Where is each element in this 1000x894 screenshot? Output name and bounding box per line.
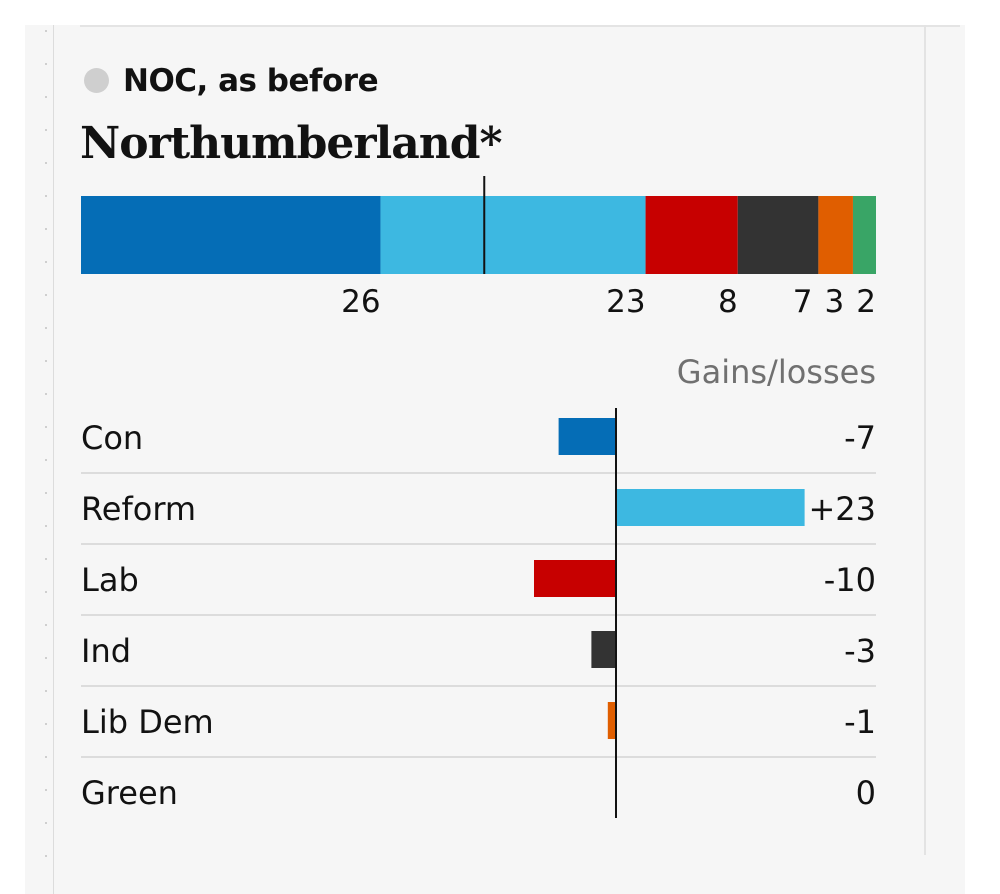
seats-segment-con (81, 196, 381, 274)
change-value-con: -7 (844, 419, 876, 457)
card-left-rule (53, 25, 54, 894)
change-value-green: 0 (856, 774, 876, 812)
council-title: Northumberland* (80, 118, 503, 169)
seats-segment-green (852, 196, 876, 274)
seats-label-green: 2 (856, 284, 876, 320)
party-label-green: Green (81, 774, 178, 812)
party-label-lib-dem: Lib Dem (81, 703, 214, 741)
seats-label-ind: 7 (793, 284, 813, 320)
gains-losses-rows: Con -7 Reform +23 Lab -10 Ind -3 Lib Dem -1 Green 0 (81, 418, 876, 812)
seats-label-reform: 23 (606, 284, 645, 320)
party-label-con: Con (81, 419, 143, 457)
change-value-lib-dem: -1 (844, 703, 876, 741)
card-top-rule (80, 25, 960, 27)
party-label-lab: Lab (81, 561, 139, 599)
gains-losses-title: Gains/losses (677, 353, 876, 391)
change-value-reform: +23 (808, 490, 876, 528)
page-margin-left (0, 0, 25, 894)
seats-stacked-bar (81, 196, 876, 274)
change-bar-lab (534, 560, 616, 597)
page-margin-right (965, 0, 1000, 894)
decorative-dots (45, 30, 47, 880)
seats-label-lib-dem: 3 (825, 284, 845, 320)
party-label-reform: Reform (81, 490, 196, 528)
seats-segment-reform (380, 196, 646, 274)
change-value-ind: -3 (844, 632, 876, 670)
card-right-rule (924, 25, 926, 855)
seats-label-lab: 8 (718, 284, 738, 320)
seats-segment-lab (645, 196, 738, 274)
party-label-ind: Ind (81, 632, 131, 670)
change-value-lab: -10 (824, 561, 876, 599)
change-bar-reform (616, 489, 805, 526)
change-bar-lib-dem (607, 702, 616, 739)
control-status: NOC, as before (123, 63, 379, 99)
seats-segment-ind (737, 196, 819, 274)
change-bar-con (558, 418, 616, 455)
status-dot-icon (84, 68, 109, 93)
result-card (25, 25, 965, 894)
seats-segment-lib-dem (818, 196, 853, 274)
change-bar-ind (591, 631, 616, 668)
seats-label-con: 26 (341, 284, 380, 320)
